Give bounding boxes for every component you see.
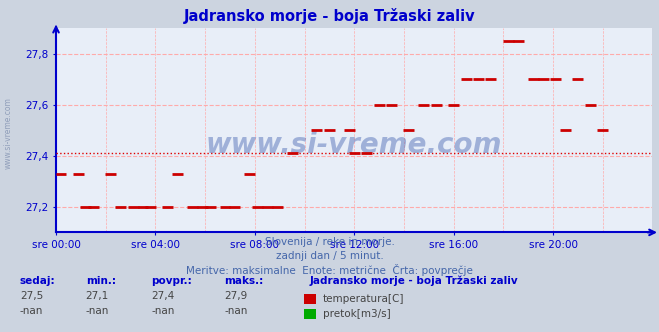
Text: Jadransko morje - boja Tržaski zaliv: Jadransko morje - boja Tržaski zaliv (310, 275, 519, 286)
Text: maks.:: maks.: (224, 276, 264, 286)
Text: Jadransko morje - boja Tržaski zaliv: Jadransko morje - boja Tržaski zaliv (184, 8, 475, 24)
Text: pretok[m3/s]: pretok[m3/s] (323, 309, 391, 319)
Text: Slovenija / reke in morje.: Slovenija / reke in morje. (264, 237, 395, 247)
Text: -nan: -nan (224, 306, 247, 316)
Text: sedaj:: sedaj: (20, 276, 55, 286)
Text: povpr.:: povpr.: (152, 276, 192, 286)
Text: min.:: min.: (86, 276, 116, 286)
Text: 27,1: 27,1 (86, 291, 109, 301)
Text: temperatura[C]: temperatura[C] (323, 294, 405, 304)
Text: -nan: -nan (152, 306, 175, 316)
Text: www.si-vreme.com: www.si-vreme.com (206, 130, 502, 159)
Text: 27,5: 27,5 (20, 291, 43, 301)
Text: -nan: -nan (86, 306, 109, 316)
Text: Meritve: maksimalne  Enote: metrične  Črta: povprečje: Meritve: maksimalne Enote: metrične Črta… (186, 264, 473, 276)
Text: www.si-vreme.com: www.si-vreme.com (3, 97, 13, 169)
Text: -nan: -nan (20, 306, 43, 316)
Text: 27,4: 27,4 (152, 291, 175, 301)
Text: 27,9: 27,9 (224, 291, 247, 301)
Text: zadnji dan / 5 minut.: zadnji dan / 5 minut. (275, 251, 384, 261)
